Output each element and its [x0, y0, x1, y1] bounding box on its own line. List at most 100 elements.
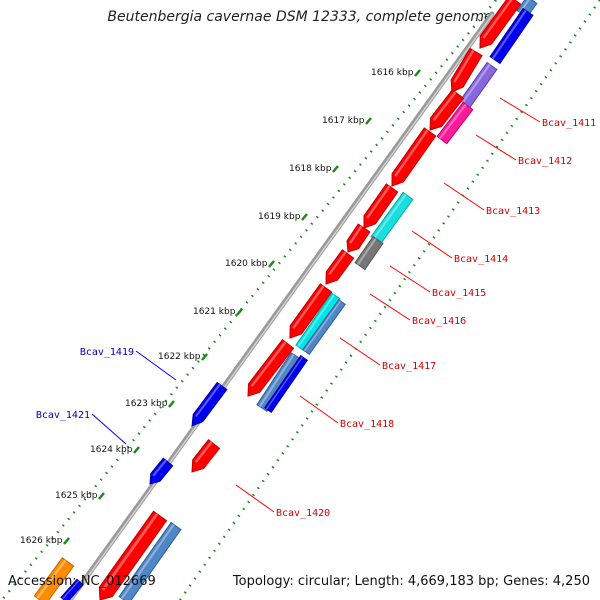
gene-feature-arrow — [289, 283, 333, 339]
tick-label: 1623 kbp — [125, 399, 168, 409]
tick-mark — [365, 117, 372, 125]
gene-callout-line — [91, 413, 127, 445]
tick-mark — [168, 400, 175, 408]
gene-feature-arrow — [450, 47, 483, 93]
tick-mark — [98, 492, 105, 500]
gene-callout-line — [443, 182, 485, 211]
gene-feature-highlight — [453, 49, 475, 83]
tick-mark — [268, 260, 275, 268]
gene-feature-highlight — [152, 459, 167, 477]
tick-mark — [301, 213, 308, 221]
tick-label: 1617 kbp — [322, 116, 365, 126]
gene-callout-line — [411, 230, 453, 259]
gene-feature-arrow — [247, 339, 295, 397]
gene-callout-line — [475, 134, 517, 161]
gene-label-bcav_1420[interactable]: Bcav_1420 — [276, 508, 330, 519]
gene-feature-arrow — [33, 557, 75, 600]
gene-label-bcav_1416[interactable]: Bcav_1416 — [412, 316, 466, 327]
gene-feature-highlight — [120, 523, 175, 600]
gene-feature-highlight — [328, 251, 347, 275]
tick-label: 1621 kbp — [193, 307, 236, 317]
tick-marks — [63, 69, 421, 545]
tick-mark — [414, 69, 421, 77]
inner-tick-ring — [178, 0, 600, 600]
gene-feature-arrow — [60, 578, 84, 600]
gene-feature-arrow — [256, 352, 302, 412]
gene-feature-highlight — [349, 225, 363, 244]
tick-mark — [236, 308, 243, 316]
gene-feature-highlight — [491, 9, 527, 60]
tick-label: 1626 kbp — [20, 536, 63, 546]
gene-feature-highlight — [265, 356, 304, 410]
gene-feature-highlight — [194, 383, 221, 418]
gene-feature-arrow — [191, 438, 221, 473]
gene-label-bcav_1413[interactable]: Bcav_1413 — [486, 206, 540, 217]
tick-label: 1625 kbp — [55, 491, 98, 501]
map-title: Beutenbergia cavernae DSM 12333, complet… — [107, 9, 493, 25]
gene-feature-highlight — [101, 513, 159, 591]
gene-feature-highlight — [482, 0, 513, 39]
gene-feature-arrow — [346, 223, 371, 253]
gene-label-bcav_1415[interactable]: Bcav_1415 — [432, 288, 486, 299]
tick-label: 1618 kbp — [289, 164, 332, 174]
gene-feature-arrow — [363, 183, 399, 229]
gene-feature-highlight — [258, 353, 295, 408]
gene-feature-arrow — [264, 355, 308, 413]
gene-feature-highlight — [366, 185, 391, 219]
gene-feature-arrow — [302, 298, 346, 356]
outer-tick-ring — [1, 0, 497, 600]
tick-mark — [63, 537, 70, 545]
tick-label: 1622 kbp — [158, 352, 201, 362]
accession-text: Accession: NC_012669 — [8, 574, 156, 589]
gene-callout-line — [235, 484, 275, 513]
tick-label: 1624 kbp — [90, 445, 133, 455]
gene-callout-line — [135, 350, 177, 381]
gene-feature-highlight — [250, 341, 287, 387]
tick-label: 1620 kbp — [225, 259, 268, 269]
tick-mark — [332, 165, 339, 173]
gene-feature-highlight — [297, 294, 335, 348]
gene-feature-highlight — [461, 63, 491, 104]
gene-feature-highlight — [356, 237, 377, 266]
gene-feature-arrow — [354, 235, 384, 271]
gene-features — [33, 0, 538, 600]
gene-label-bcav_1417[interactable]: Bcav_1417 — [382, 361, 436, 372]
gene-label-bcav_1411[interactable]: Bcav_1411 — [542, 118, 596, 129]
gene-callout-line — [499, 97, 541, 123]
gene-feature-highlight — [432, 91, 457, 121]
gene-feature-highlight — [292, 285, 325, 329]
gene-feature-highlight — [438, 103, 467, 140]
tick-label: 1619 kbp — [258, 212, 301, 222]
genome-summary-text: Topology: circular; Length: 4,669,183 bp… — [232, 574, 590, 589]
gene-feature-arrow — [98, 510, 168, 600]
gene-label-bcav_1418[interactable]: Bcav_1418 — [340, 419, 394, 430]
gene-label-bcav_1414[interactable]: Bcav_1414 — [454, 254, 508, 265]
gene-feature-arrow — [489, 7, 534, 65]
tick-mark — [201, 353, 208, 361]
gene-label-bcav_1419[interactable]: Bcav_1419 — [80, 347, 134, 358]
gene-label-bcav_1412[interactable]: Bcav_1412 — [518, 156, 572, 167]
gene-feature-arrow — [325, 249, 355, 285]
gene-callout-line — [389, 265, 431, 293]
gene-feature-arrow — [391, 127, 437, 187]
gene-feature-arrow — [118, 521, 182, 600]
tick-label: 1616 kbp — [371, 68, 414, 78]
gene-feature-arrow — [436, 101, 474, 145]
gene-feature-highlight — [303, 300, 342, 352]
gene-label-bcav_1421[interactable]: Bcav_1421 — [36, 410, 90, 421]
gene-callouts: Bcav_1411 Bcav_1412 Bcav_1413 Bcav_1414 Bcav… — [36, 97, 596, 519]
gene-feature-arrow — [479, 0, 522, 49]
gene-callout-line — [299, 395, 339, 424]
tick-mark — [133, 446, 140, 454]
gene-callout-line — [369, 293, 411, 321]
genome-backbone — [67, 11, 495, 600]
gene-feature-arrow — [429, 89, 465, 131]
gene-feature-highlight — [394, 129, 429, 177]
gene-feature-arrow — [191, 381, 228, 427]
gene-feature-highlight — [36, 559, 67, 599]
gene-feature-arrow — [149, 457, 174, 485]
gene-feature-highlight — [372, 193, 407, 240]
gene-feature-highlight — [194, 441, 213, 463]
gene-feature-highlight — [62, 580, 80, 600]
